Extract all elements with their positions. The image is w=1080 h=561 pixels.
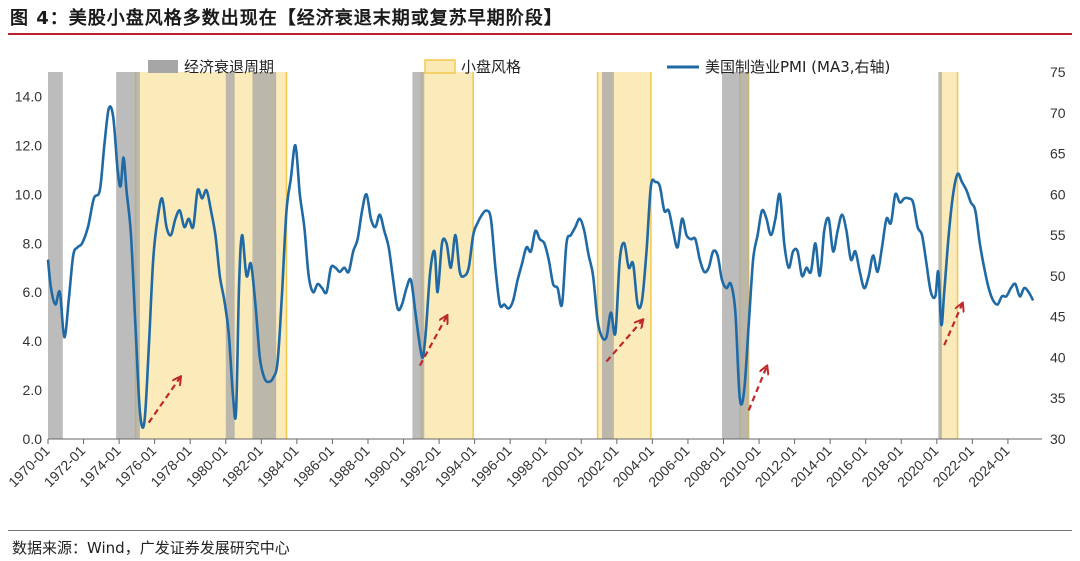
y-right-tick-label: 60 bbox=[1050, 186, 1066, 202]
recovery-arrow bbox=[147, 378, 180, 424]
period-bands bbox=[48, 72, 959, 439]
figure-title: 图 4：美股小盘风格多数出现在【经济衰退末期或复苏早期阶段】 bbox=[10, 8, 563, 29]
source-rule bbox=[8, 530, 1072, 531]
recession-band bbox=[938, 72, 942, 439]
legend-swatch-small-cap bbox=[424, 59, 456, 74]
legend-swatch-recession bbox=[148, 60, 178, 73]
y-right-tick-label: 30 bbox=[1050, 431, 1066, 447]
y-right-tick-label: 55 bbox=[1050, 227, 1066, 243]
recession-band bbox=[48, 72, 63, 439]
recovery-arrow bbox=[747, 367, 767, 411]
y-right-tick-label: 50 bbox=[1050, 268, 1066, 284]
y-left-tick-label: 4.0 bbox=[23, 333, 43, 349]
pmi-series-line bbox=[46, 105, 1035, 429]
recession-band bbox=[412, 72, 425, 439]
y-left-tick-label: 10.0 bbox=[15, 186, 42, 202]
legend-label-recession: 经济衰退周期 bbox=[184, 58, 274, 76]
series-layer bbox=[46, 105, 1035, 429]
y-right-tick-label: 75 bbox=[1050, 64, 1066, 80]
recession-band bbox=[252, 72, 277, 439]
recession-band bbox=[225, 72, 235, 439]
arrow-layer bbox=[147, 304, 962, 424]
y-left-tick-label: 8.0 bbox=[23, 235, 43, 251]
y-right-tick-label: 45 bbox=[1050, 309, 1066, 325]
title-rule bbox=[8, 33, 1072, 35]
legend-label-small-cap: 小盘风格 bbox=[461, 58, 521, 76]
legend: 经济衰退周期 小盘风格 美国制造业PMI (MA3,右轴) bbox=[148, 58, 890, 76]
source-note: 数据来源：Wind，广发证券发展研究中心 bbox=[12, 539, 290, 557]
y-left-tick-label: 6.0 bbox=[23, 284, 43, 300]
y-right-tick-label: 40 bbox=[1050, 349, 1066, 365]
recession-band bbox=[116, 72, 140, 439]
y-right-tick-label: 35 bbox=[1050, 390, 1066, 406]
legend-label-pmi: 美国制造业PMI (MA3,右轴) bbox=[705, 58, 890, 76]
y-left-tick-label: 12.0 bbox=[15, 137, 42, 153]
recession-band bbox=[602, 72, 614, 439]
y-left-tick-label: 0.0 bbox=[23, 431, 43, 447]
y-right-tick-label: 70 bbox=[1050, 105, 1066, 121]
small-cap-band bbox=[941, 72, 958, 439]
y-right-tick-label: 65 bbox=[1050, 146, 1066, 162]
recovery-arrow bbox=[943, 304, 962, 346]
y-left-tick-label: 14.0 bbox=[15, 88, 42, 104]
y-left-tick-label: 2.0 bbox=[23, 382, 43, 398]
recovery-arrow bbox=[605, 321, 642, 363]
